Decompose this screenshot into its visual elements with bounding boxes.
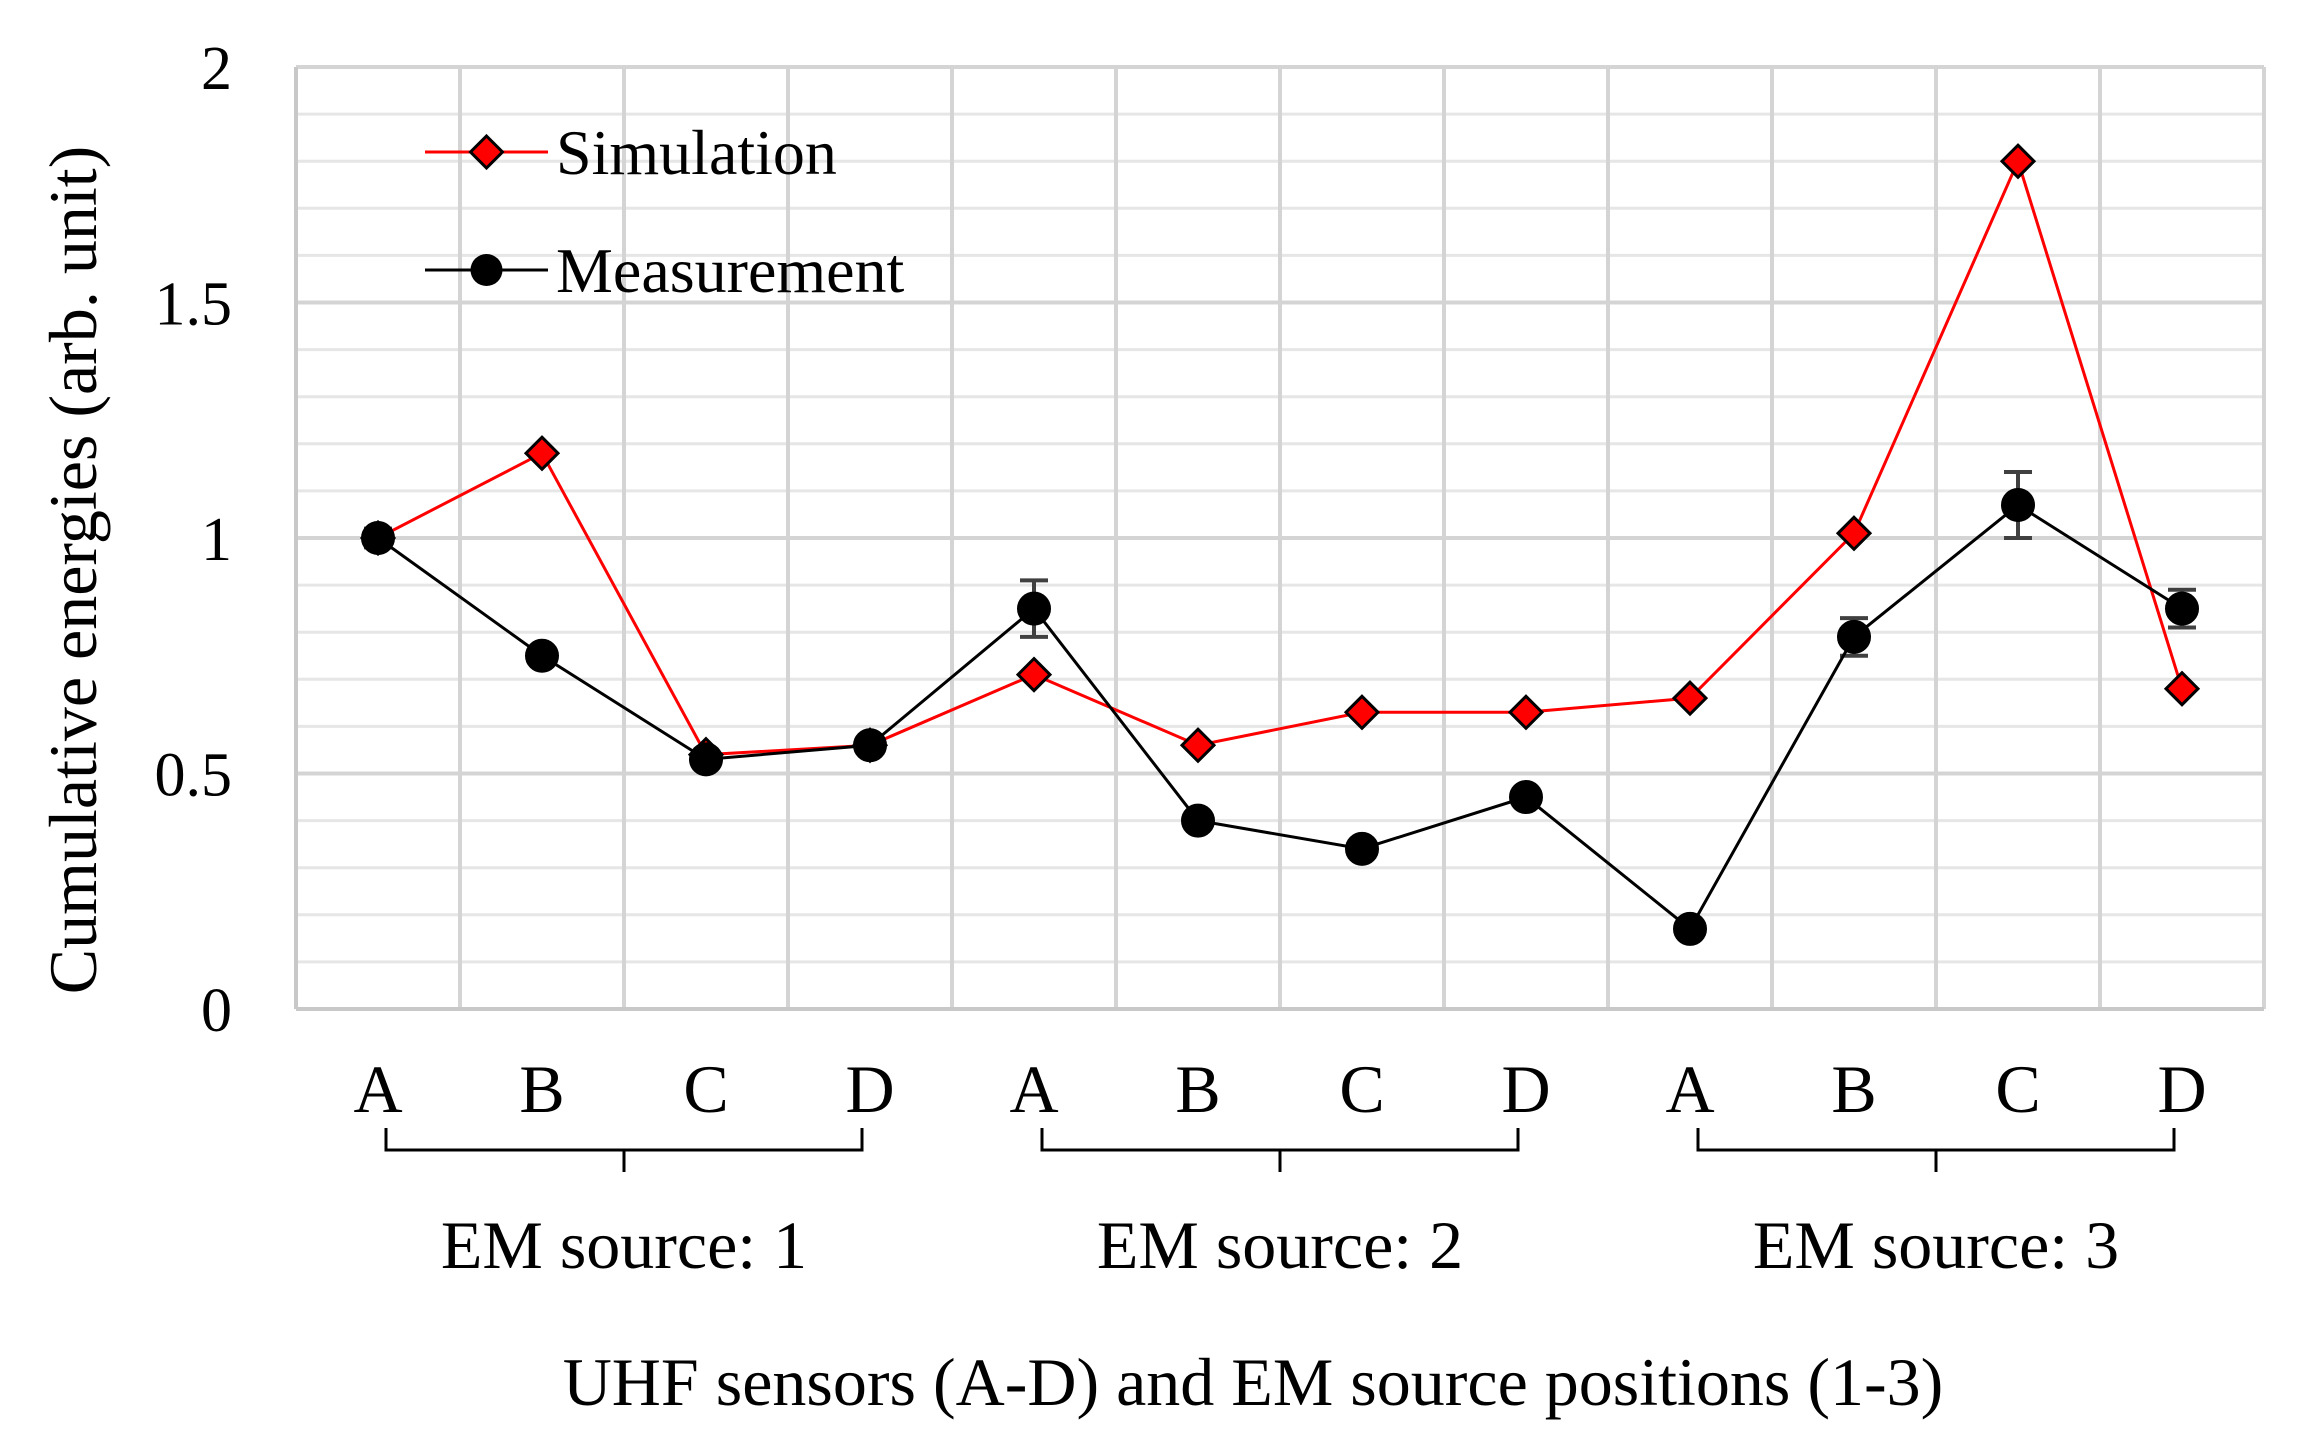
x-category-label: C	[683, 1051, 728, 1127]
group-label: EM source: 1	[441, 1207, 807, 1283]
x-category-label: D	[2157, 1051, 2206, 1127]
measurement-point	[2001, 488, 2035, 523]
measurement-point	[1673, 911, 1707, 946]
x-axis-title: UHF sensors (A-D) and EM source position…	[563, 1344, 1944, 1420]
simulation-point	[1343, 694, 1381, 731]
x-category-label: A	[1009, 1051, 1058, 1127]
legend-marker-diamond	[468, 133, 505, 171]
simulation-point	[1015, 656, 1053, 693]
simulation-point	[1671, 680, 1709, 717]
x-category-label: C	[1995, 1051, 2040, 1127]
axes	[294, 67, 2264, 1011]
legend-marker-circle	[470, 254, 503, 286]
measurement-point	[1837, 619, 1871, 654]
data-series	[359, 143, 2201, 946]
group-bracket	[1696, 1128, 2176, 1172]
legend-label: Simulation	[556, 117, 837, 188]
measurement-point	[1509, 780, 1543, 815]
group-brackets: EM source: 1 EM source: 2 EM source: 3	[384, 1128, 2176, 1283]
measurement-point	[1181, 803, 1215, 838]
measurement-point	[689, 742, 723, 777]
x-category-label: B	[519, 1051, 564, 1127]
series-measurement	[361, 470, 2199, 946]
y-tick-label: 1	[201, 506, 232, 574]
simulation-point	[1835, 515, 1873, 552]
y-tick-label: 0	[201, 977, 232, 1045]
major-gridlines	[296, 65, 2266, 1009]
x-category-label: D	[845, 1051, 894, 1127]
series-line	[377, 503, 2183, 932]
measurement-point	[853, 728, 887, 763]
simulation-point	[2163, 670, 2201, 707]
measurement-point	[1017, 591, 1051, 626]
x-category-label: A	[1665, 1051, 1714, 1127]
simulation-point	[1999, 143, 2037, 180]
x-category-label: D	[1501, 1051, 1550, 1127]
simulation-point	[523, 435, 561, 472]
simulation-point	[1179, 727, 1217, 764]
x-category-label: B	[1175, 1051, 1220, 1127]
measurement-point	[525, 638, 559, 673]
measurement-point	[2165, 591, 2199, 626]
x-category-label: A	[353, 1051, 402, 1127]
y-axis-title: Cumulative energies (arb. unit)	[35, 146, 111, 995]
x-category-label: B	[1831, 1051, 1876, 1127]
simulation-point	[1507, 694, 1545, 731]
x-category-label: C	[1339, 1051, 1384, 1127]
y-tick-labels: 0 0.5 1 1.5 2	[155, 35, 233, 1045]
legend: Simulation Measurement	[425, 117, 905, 306]
y-tick-label: 2	[201, 35, 232, 103]
y-tick-label: 0.5	[155, 742, 233, 810]
series-line	[377, 156, 2184, 757]
group-bracket	[1040, 1128, 1520, 1172]
group-label: EM source: 2	[1097, 1207, 1463, 1283]
y-tick-label: 1.5	[155, 271, 233, 339]
group-bracket	[384, 1128, 864, 1172]
legend-label: Measurement	[556, 235, 905, 306]
measurement-point	[1345, 831, 1379, 866]
measurement-point	[361, 521, 395, 555]
group-label: EM source: 3	[1753, 1207, 2119, 1283]
